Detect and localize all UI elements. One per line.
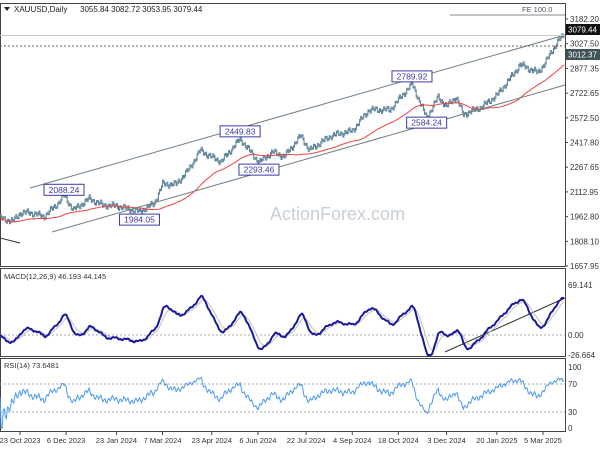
date-tick-label: 6 Dec 2023 <box>47 436 85 445</box>
collapse-triangle-icon[interactable] <box>4 7 10 11</box>
macd-line <box>0 294 565 356</box>
axes: 3182.20 3027.50 2877.35 2722.65 2572.50 2417.… <box>0 15 600 445</box>
price-tick-label: 1962.80 <box>570 213 599 222</box>
annotations: 2088.24 1984.05 2449.83 2293.46 2789.92 2584.… <box>43 70 448 226</box>
price-plot <box>0 33 565 225</box>
price-tick-label: 3182.20 <box>570 15 599 24</box>
rsi-tick-label: 0 <box>568 424 573 433</box>
annotation-box <box>238 163 280 176</box>
date-tick-label: 4 Sep 2024 <box>333 436 371 445</box>
price-tick-label: 2112.95 <box>570 188 599 197</box>
ohlc-readout: 3055.84 3082.72 3053.95 3079.44 <box>80 5 203 14</box>
price-tick-label: 1808.10 <box>570 237 599 246</box>
current-price-label: 3079.44 <box>568 26 597 35</box>
price-tick-label: 2877.35 <box>570 64 599 73</box>
date-tick-label: 22 Jul 2024 <box>287 436 326 445</box>
annotation-label: 2088.24 <box>49 185 80 195</box>
watermark: ActionForex.com <box>270 204 405 224</box>
rsi-plot <box>0 376 565 429</box>
date-tick-label: 6 Jun 2024 <box>239 436 276 445</box>
annotation-label: 2584.24 <box>411 118 442 128</box>
macd-signal-line <box>0 299 565 351</box>
price-tick-label: 2572.50 <box>570 114 599 123</box>
macd-title: MACD(12,26,9) 46.193 44.145 <box>4 272 106 281</box>
macd-tick-label: -26.664 <box>568 351 596 360</box>
level-badge <box>566 49 600 60</box>
symbol-title: XAUUSD,Daily <box>14 5 67 14</box>
rsi-line <box>0 376 565 429</box>
macd-tick-label: 69.141 <box>568 281 593 290</box>
price-tick-label: 2722.65 <box>570 89 599 98</box>
macd-tick-label: 0.00 <box>568 331 584 340</box>
annotation-label: 1984.05 <box>124 215 155 225</box>
date-tick-label: 18 Oct 2024 <box>378 436 419 445</box>
annotation-box <box>43 183 85 196</box>
date-tick-label: 23 Jan 2024 <box>96 436 137 445</box>
annotation-box <box>219 125 261 138</box>
current-price-badge <box>566 24 600 35</box>
date-tick-label: 5 Mar 2025 <box>524 436 562 445</box>
rsi-pane <box>0 358 566 432</box>
trend-line-left <box>0 237 21 244</box>
rsi-tick-label: 70 <box>568 380 577 389</box>
annotation-label: 2293.46 <box>244 165 275 175</box>
channel-lower-line <box>51 84 566 233</box>
macd-trend-line <box>444 297 566 353</box>
fe-label: FE 100.0 <box>522 5 552 14</box>
date-tick-label: 23 Oct 2023 <box>0 436 40 445</box>
macd-pane <box>0 268 566 357</box>
price-tick-label: 1657.95 <box>570 262 599 271</box>
rsi-title: RSI(14) 73.6481 <box>4 361 59 370</box>
date-tick-label: 3 Dec 2024 <box>427 436 465 445</box>
date-tick-label: 7 Mar 2024 <box>144 436 182 445</box>
rsi-tick-label: 100 <box>568 363 582 372</box>
price-tick-label: 2417.80 <box>570 139 599 148</box>
annotation-box <box>406 116 448 129</box>
annotation-label: 2789.92 <box>397 71 428 81</box>
channel-upper-line <box>29 34 566 189</box>
annotation-label: 2449.83 <box>225 126 256 136</box>
macd-plot <box>0 294 565 356</box>
price-tick-label: 2267.65 <box>570 163 599 172</box>
sma-line <box>0 64 565 223</box>
date-tick-label: 23 Apr 2024 <box>192 436 232 445</box>
price-tick-label: 3027.50 <box>570 40 599 49</box>
level-label: 3012.37 <box>568 51 597 60</box>
annotation-box <box>391 70 433 83</box>
rsi-tick-label: 30 <box>568 408 577 417</box>
date-tick-label: 20 Jan 2025 <box>476 436 517 445</box>
main-pane <box>0 3 566 267</box>
annotation-box <box>118 213 160 226</box>
